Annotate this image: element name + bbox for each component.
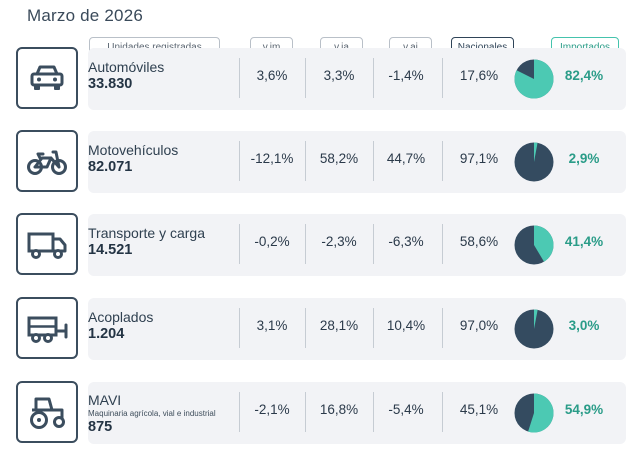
value-via: 16,8% bbox=[319, 402, 359, 417]
row-automoviles: Automóviles 33.830 3,6% 3,3% -1,4% 17,6%… bbox=[16, 47, 626, 111]
divider bbox=[239, 308, 240, 348]
truck-icon bbox=[16, 213, 78, 275]
divider bbox=[442, 58, 443, 98]
value-vim: 3,6% bbox=[256, 68, 288, 83]
divider bbox=[305, 58, 306, 98]
row-acoplados: Acoplados 1.204 3,1% 28,1% 10,4% 97,0% 3… bbox=[16, 297, 626, 361]
category-units: 1.204 bbox=[88, 326, 125, 342]
value-vai: -5,4% bbox=[388, 402, 424, 417]
page-title: Marzo de 2026 bbox=[27, 6, 144, 25]
category-name: MAVI bbox=[88, 392, 122, 408]
divider bbox=[305, 141, 306, 181]
category-units: 82.071 bbox=[88, 159, 133, 175]
divider bbox=[373, 392, 374, 432]
value-vim: -12,1% bbox=[250, 151, 294, 166]
share-pie bbox=[514, 393, 554, 433]
category-units: 33.830 bbox=[88, 76, 133, 92]
pie-slice-importados bbox=[534, 309, 538, 329]
motorcycle-icon bbox=[16, 130, 78, 192]
pie-slice-importados bbox=[514, 59, 554, 99]
value-vai: 44,7% bbox=[386, 151, 426, 166]
value-importados: 3,0% bbox=[568, 318, 600, 333]
category-name: Motovehículos bbox=[88, 142, 179, 158]
divider bbox=[373, 308, 374, 348]
category-subtitle: Maquinaria agrícola, vial e industrial bbox=[88, 409, 216, 418]
value-importados: 2,9% bbox=[568, 151, 600, 166]
tractor-icon bbox=[16, 381, 78, 443]
value-importados: 41,4% bbox=[564, 234, 604, 249]
divider bbox=[442, 141, 443, 181]
divider bbox=[305, 224, 306, 264]
value-vai: -6,3% bbox=[388, 234, 424, 249]
value-vai: 10,4% bbox=[386, 318, 426, 333]
category-name: Transporte y carga bbox=[88, 225, 205, 241]
value-via: 3,3% bbox=[323, 68, 355, 83]
category-units: 875 bbox=[88, 419, 113, 435]
pie-slice-importados bbox=[534, 225, 554, 262]
value-vim: -2,1% bbox=[254, 402, 290, 417]
value-nacionales: 58,6% bbox=[459, 234, 499, 249]
divider bbox=[239, 141, 240, 181]
divider bbox=[305, 308, 306, 348]
value-via: 28,1% bbox=[319, 318, 359, 333]
value-importados: 54,9% bbox=[564, 402, 604, 417]
category-name: Automóviles bbox=[88, 59, 165, 75]
row-transporte-carga: Transporte y carga 14.521 -0,2% -2,3% -6… bbox=[16, 213, 626, 277]
category-name: Acoplados bbox=[88, 309, 154, 325]
value-nacionales: 45,1% bbox=[459, 402, 499, 417]
value-vim: -0,2% bbox=[254, 234, 290, 249]
value-via: -2,3% bbox=[321, 234, 357, 249]
divider bbox=[442, 392, 443, 432]
row-mavi: MAVI Maquinaria agrícola, vial e industr… bbox=[16, 381, 626, 445]
divider bbox=[442, 308, 443, 348]
divider bbox=[305, 392, 306, 432]
trailer-icon bbox=[16, 297, 78, 359]
value-nacionales: 97,0% bbox=[459, 318, 499, 333]
pie-slice-importados bbox=[528, 393, 554, 433]
category-units: 14.521 bbox=[88, 242, 133, 258]
value-vai: -1,4% bbox=[388, 68, 424, 83]
value-nacionales: 17,6% bbox=[459, 68, 499, 83]
pie-slice-importados bbox=[534, 142, 538, 162]
row-motovehiculos: Motovehículos 82.071 -12,1% 58,2% 44,7% … bbox=[16, 130, 626, 194]
divider bbox=[239, 224, 240, 264]
divider bbox=[373, 141, 374, 181]
divider bbox=[239, 392, 240, 432]
divider bbox=[373, 58, 374, 98]
value-nacionales: 97,1% bbox=[459, 151, 499, 166]
divider bbox=[239, 58, 240, 98]
value-vim: 3,1% bbox=[256, 318, 288, 333]
share-pie bbox=[514, 59, 554, 99]
car-icon bbox=[16, 47, 78, 109]
value-via: 58,2% bbox=[319, 151, 359, 166]
divider bbox=[373, 224, 374, 264]
value-importados: 82,4% bbox=[564, 68, 604, 83]
share-pie bbox=[514, 225, 554, 265]
divider bbox=[442, 224, 443, 264]
share-pie bbox=[514, 142, 554, 182]
share-pie bbox=[514, 309, 554, 349]
